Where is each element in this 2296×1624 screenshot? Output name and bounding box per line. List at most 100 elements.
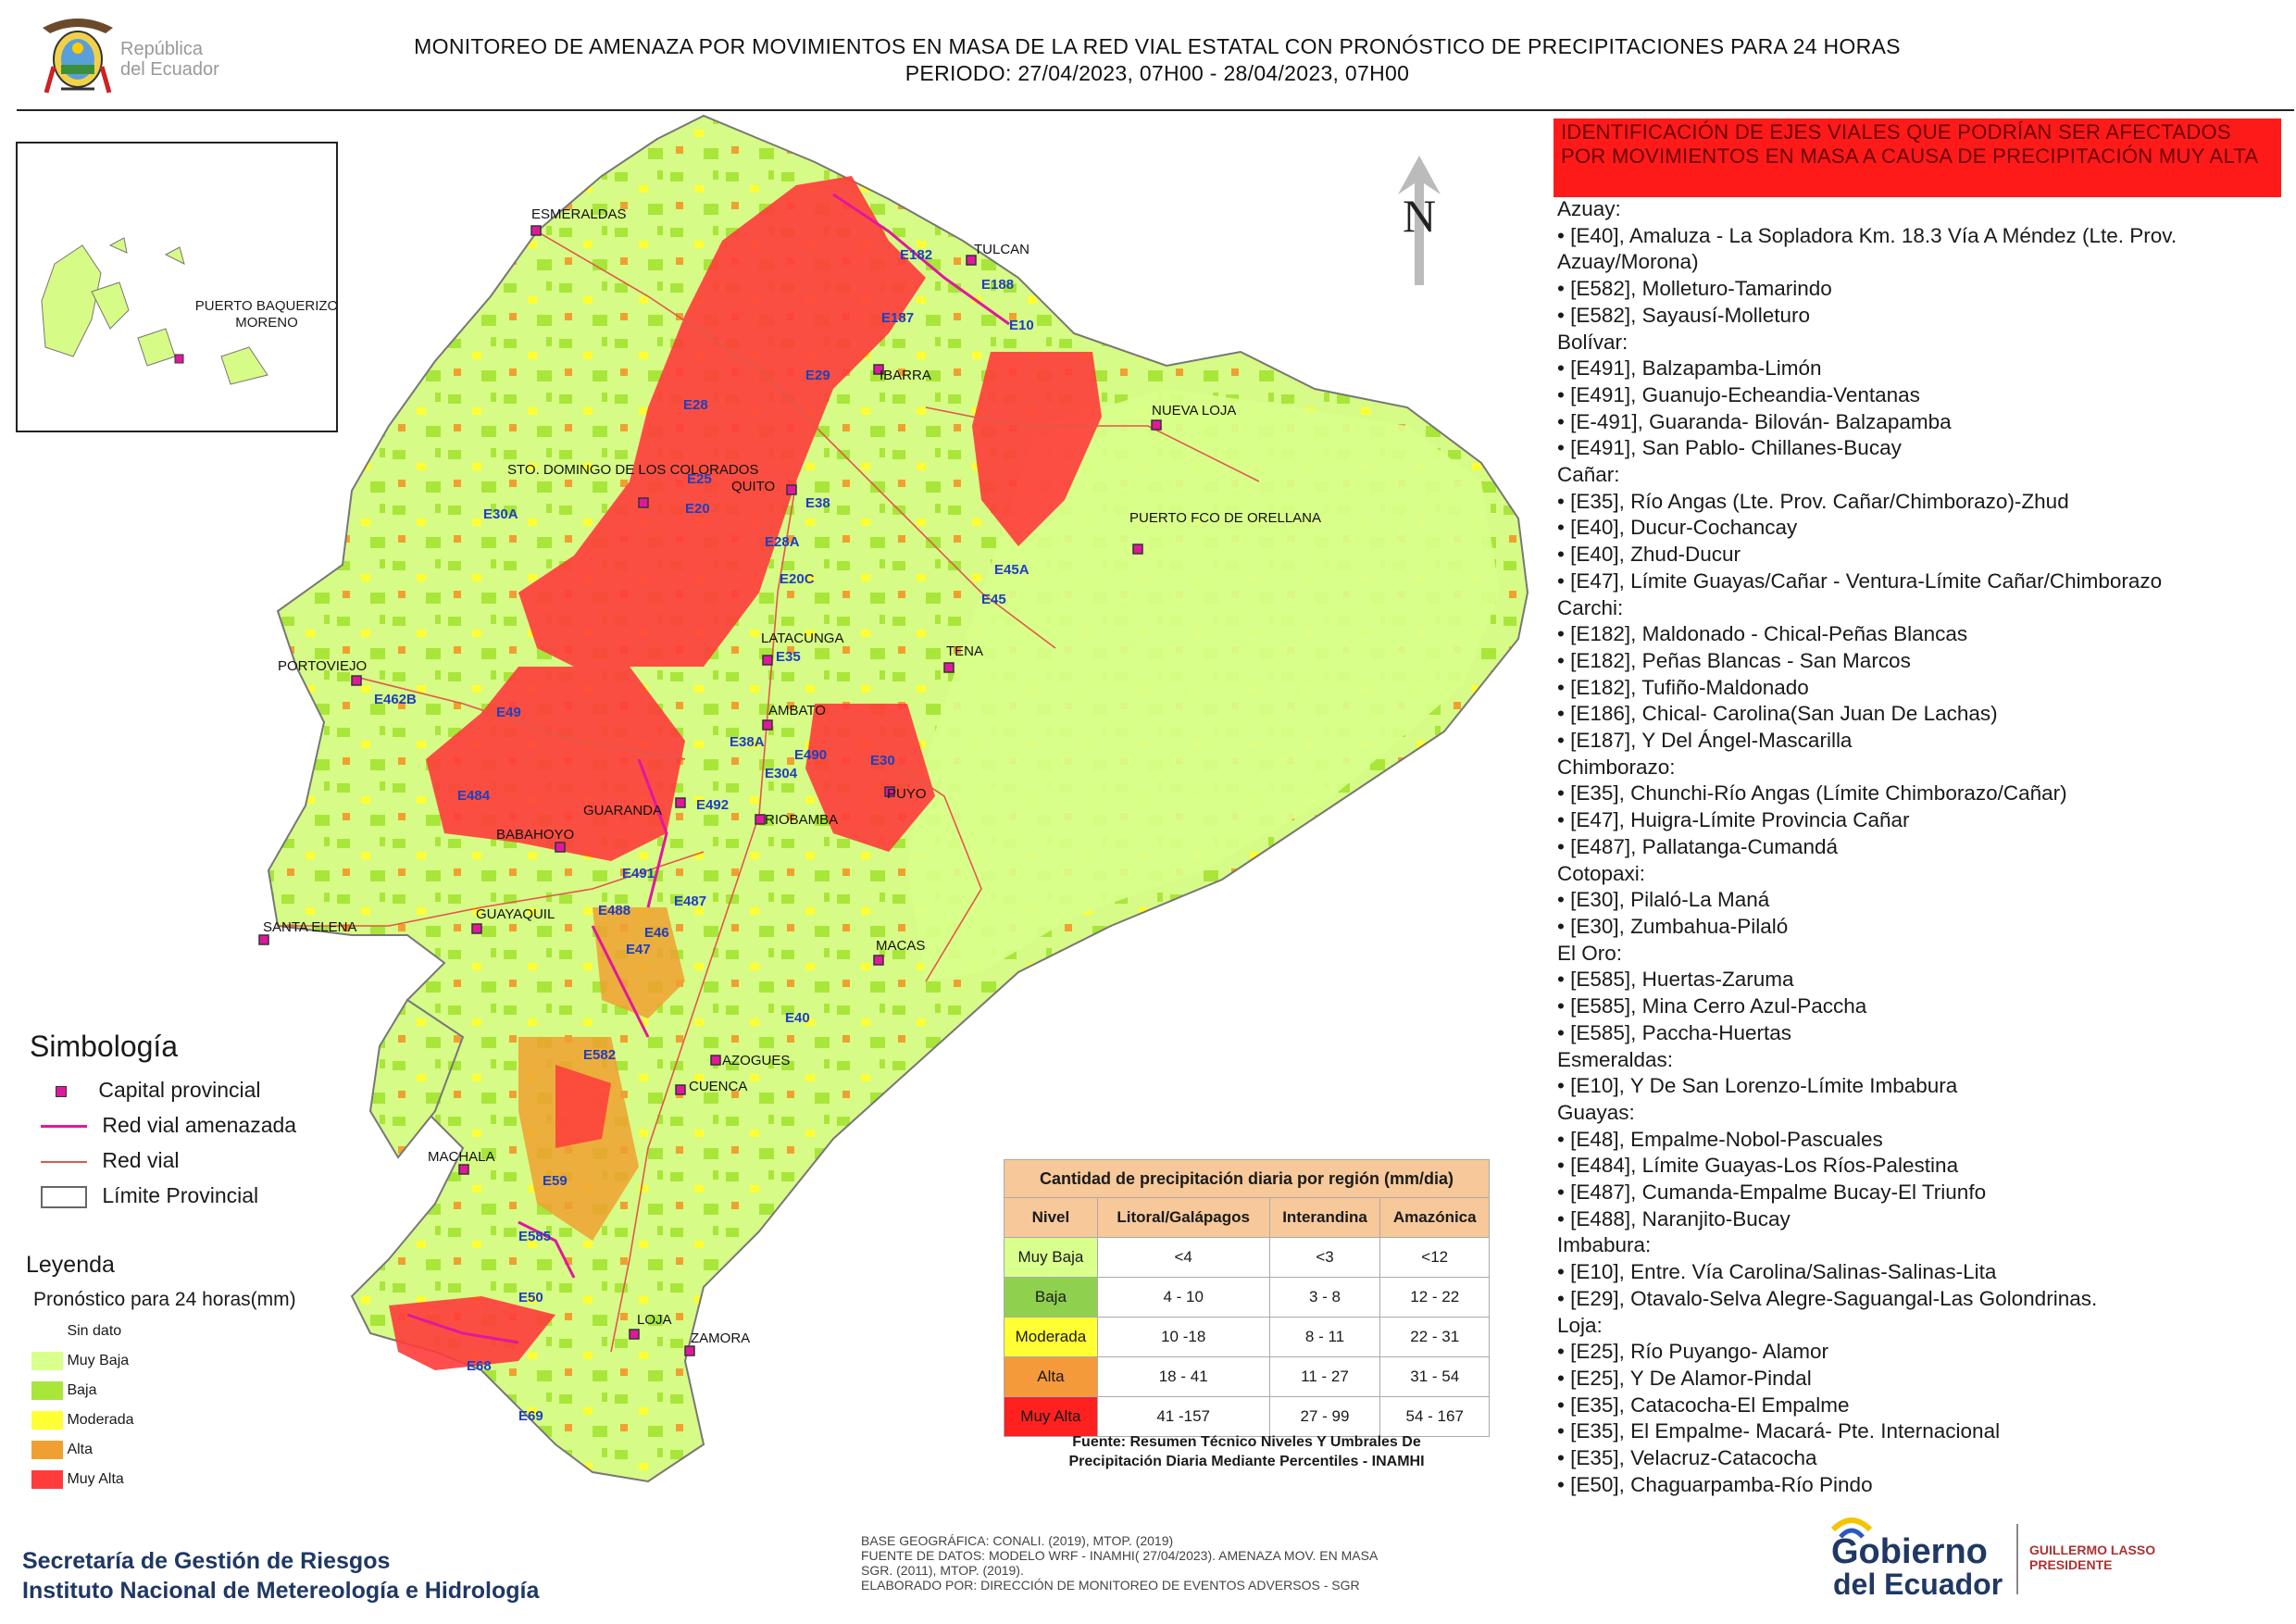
footer-org-line: Secretaría de Gestión de Riesgos xyxy=(22,1548,391,1574)
table-source: Fuente: Resumen Técnico Niveles Y Umbral… xyxy=(1004,1432,1490,1471)
alta-swatch xyxy=(31,1441,63,1459)
leyenda-title: Leyenda xyxy=(26,1252,115,1278)
muy-alta-zone-puyo xyxy=(805,704,935,852)
city-label: TULCAN xyxy=(974,242,1029,257)
footer-institutions: Secretaría de Gestión de Riesgos Institu… xyxy=(22,1546,539,1605)
table-header: Nivel xyxy=(1004,1197,1098,1238)
level-cell: Alta xyxy=(1004,1356,1098,1397)
header-divider xyxy=(17,109,2294,111)
credit-line: FUENTE DE DATOS: MODELO WRF - INAMHI( 27… xyxy=(861,1548,1379,1563)
province-heading: Carchi: xyxy=(1557,595,1624,619)
road-code: E25 xyxy=(687,471,712,487)
road-item: • [E582], Sayausí-Molleturo xyxy=(1557,303,1811,327)
road-item: • [E-491], Guaranda- Bilován- Balzapamba xyxy=(1557,409,1952,433)
galapagos-islands xyxy=(41,237,268,385)
city-label: STO. DOMINGO DE LOS COLORADOS xyxy=(507,462,758,478)
road-code: E182 xyxy=(900,247,932,263)
road-code: E29 xyxy=(805,368,830,383)
table-header: Amazónica xyxy=(1379,1197,1490,1238)
table-row: Alta 18 - 41 11 - 27 31 - 54 xyxy=(1004,1356,1490,1397)
road-item: • [E487], Pallatanga-Cumandá xyxy=(1557,834,1839,858)
road-item: • [E35], Velacruz-Catacocha xyxy=(1557,1446,1817,1470)
footer-org-line: Instituto Nacional de Metereología e Hid… xyxy=(22,1578,540,1604)
threatened-roads xyxy=(406,193,1010,1344)
road-code: E50 xyxy=(518,1290,543,1305)
province-heading: Guayas: xyxy=(1557,1100,1635,1124)
legend-capital: Capital provincial xyxy=(56,1078,261,1103)
value-cell: 12 - 22 xyxy=(1379,1277,1490,1318)
table-row: Moderada 10 -18 8 - 11 22 - 31 xyxy=(1004,1317,1490,1357)
guayas-peninsula xyxy=(368,998,465,1159)
level-cell: Baja xyxy=(1004,1277,1098,1318)
muy-alta-zone-cuenca xyxy=(555,1065,611,1148)
city-label: AMBATO xyxy=(768,703,826,718)
value-cell: 41 -157 xyxy=(1096,1396,1270,1437)
alta-zone-center xyxy=(593,907,685,1018)
precipitation-table: Cantidad de precipitación diaria por reg… xyxy=(1004,1159,1490,1437)
gob-line-1: Gobierno xyxy=(1831,1532,1988,1571)
legend-road: Red vial xyxy=(41,1148,180,1173)
city-label: ZAMORA xyxy=(691,1330,750,1346)
no-data-swatch xyxy=(31,1322,63,1341)
leyenda-item: Moderada xyxy=(31,1411,134,1441)
road-code: E490 xyxy=(794,747,827,763)
road-code: E46 xyxy=(644,925,669,941)
value-cell: 31 - 54 xyxy=(1379,1356,1490,1397)
road-code: E28 xyxy=(683,397,708,413)
province-heading: Esmeraldas: xyxy=(1557,1047,1674,1071)
province-heading: Chimborazo: xyxy=(1557,755,1676,779)
leyenda-item: Sin dato xyxy=(31,1322,134,1352)
road-code: E492 xyxy=(696,797,729,813)
value-cell: <3 xyxy=(1268,1237,1381,1278)
threatened-road-swatch xyxy=(41,1125,87,1129)
road-item: • [E491], Balzapamba-Limón xyxy=(1557,356,1822,381)
road-item: • [E585], Paccha-Huertas xyxy=(1557,1020,1792,1044)
road-item: • [E487], Cumanda-Empalme Bucay-El Triun… xyxy=(1557,1181,1987,1205)
city-label: PORTOVIEJO xyxy=(278,658,367,674)
road-code: E462B xyxy=(374,692,417,707)
road-code: E484 xyxy=(457,788,491,804)
road-item: • [E40], Ducur-Cochancay xyxy=(1557,516,1798,540)
province-heading: Azuay: xyxy=(1557,197,1621,220)
legend-label: Límite Provincial xyxy=(102,1183,259,1207)
road-item: • [E488], Naranjito-Bucay xyxy=(1557,1206,1791,1230)
republica-logo-text: República del Ecuador xyxy=(120,39,219,80)
value-cell: <12 xyxy=(1379,1237,1490,1278)
value-cell: 8 - 11 xyxy=(1268,1317,1381,1357)
city-label: MACAS xyxy=(876,938,925,954)
muy-alta-zone-central xyxy=(426,667,685,861)
road-code: E488 xyxy=(598,903,630,918)
inset-city-label: PUERTO BAQUERIZO MORENO xyxy=(194,298,339,331)
road-item: • [E491], Guanujo-Echeandia-Ventanas xyxy=(1557,382,1920,406)
road-item: • [E25], Río Puyango- Alamor xyxy=(1557,1340,1829,1364)
logo-line-1: República xyxy=(120,39,203,59)
road-code: E30 xyxy=(870,753,895,768)
road-item: • [E47], Límite Guayas/Cañar - Ventura-L… xyxy=(1557,568,2163,593)
alert-title-box: IDENTIFICACIÓN DE EJES VIALES QUE PODRÍA… xyxy=(1554,119,2281,197)
road-item: • [E582], Molleturo-Tamarindo xyxy=(1557,277,1832,301)
simbologia-title: Simbología xyxy=(30,1030,179,1063)
north-label: N xyxy=(1403,190,1436,242)
city-label: RIOBAMBA xyxy=(765,812,838,828)
road-code: E69 xyxy=(518,1408,543,1424)
road-code: E38 xyxy=(805,495,830,511)
road-item: • [E30], Pilaló-La Maná xyxy=(1557,888,1770,912)
gobierno-logo: Gobierno del Ecuador xyxy=(1824,1511,2009,1608)
leyenda-item: Baja xyxy=(31,1381,134,1411)
value-cell: <4 xyxy=(1096,1237,1270,1278)
level-cell: Moderada xyxy=(1004,1317,1098,1357)
road-code: E30A xyxy=(483,506,518,522)
road-item: • [E10], Y De San Lorenzo-Límite Imbabur… xyxy=(1557,1074,1958,1098)
table-row: Baja 4 - 10 3 - 8 12 - 22 xyxy=(1004,1277,1490,1318)
legend-threatened-road: Red vial amenazada xyxy=(41,1113,296,1138)
road-item: • [E48], Empalme-Nobol-Pascuales xyxy=(1557,1127,1883,1151)
road-code: E20 xyxy=(685,501,710,517)
road-network xyxy=(278,231,1260,1353)
road-item: • [E585], Mina Cerro Azul-Paccha xyxy=(1557,994,1867,1018)
ecuador-coat-of-arms-icon xyxy=(43,19,113,94)
president-label: GUILLERMO LASSO PRESIDENTE xyxy=(2029,1543,2155,1572)
table-row: Muy Baja <4 <3 <12 xyxy=(1004,1237,1490,1278)
road-code: E187 xyxy=(881,310,914,326)
city-label: LOJA xyxy=(637,1312,672,1328)
